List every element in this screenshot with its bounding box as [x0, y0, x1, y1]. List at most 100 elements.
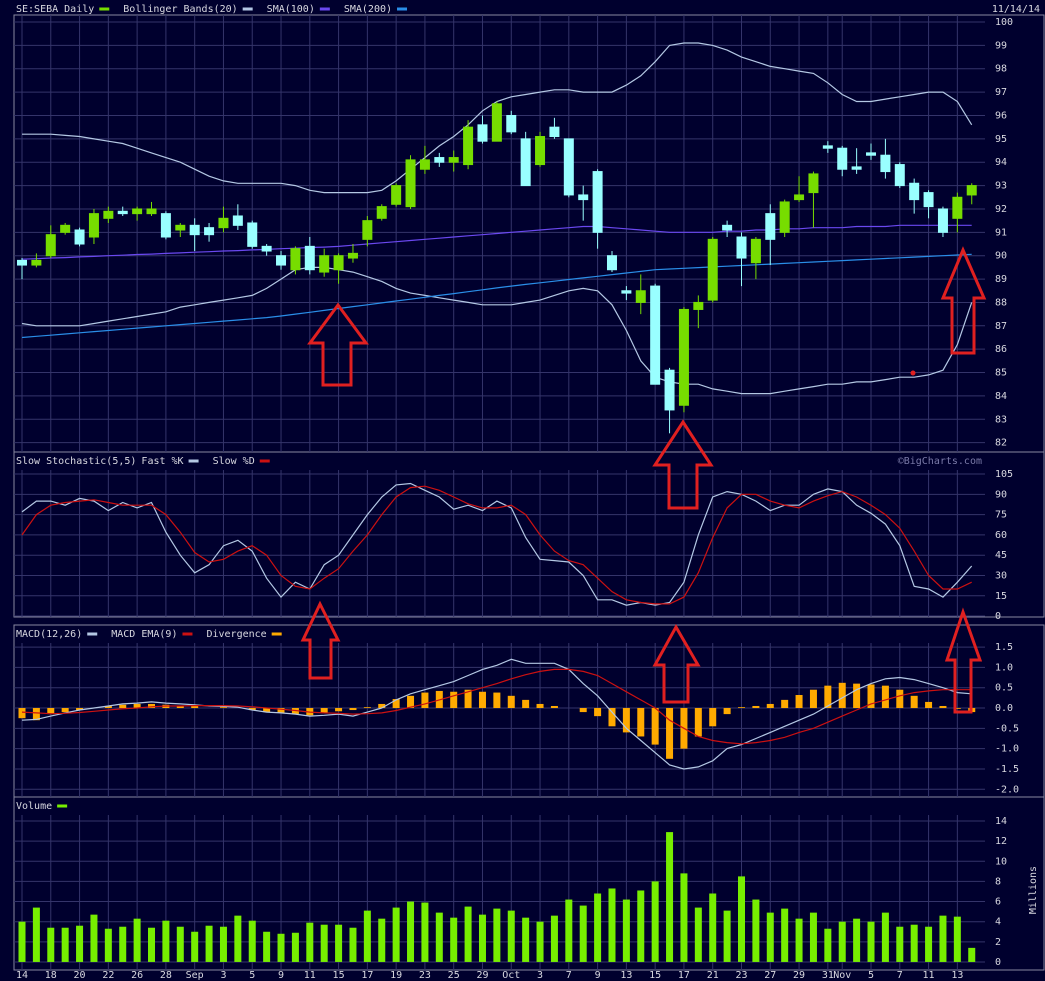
volume-bar [809, 912, 817, 962]
legend-swatch [259, 459, 270, 463]
divergence-bar [608, 708, 616, 727]
candle-body [520, 138, 531, 187]
candle-body [866, 152, 877, 156]
x-tick-label: 17 [678, 970, 690, 981]
candle-body [765, 213, 776, 240]
x-tick-label: 9 [595, 970, 601, 981]
candle-body [175, 224, 186, 231]
volume-bar [378, 918, 386, 962]
divergence-bar [133, 703, 141, 709]
volume-bar [709, 893, 717, 962]
candle-body [779, 201, 790, 233]
candle-body [592, 171, 603, 233]
candle-body [549, 126, 560, 138]
x-tick-label: 27 [764, 970, 776, 981]
divergence-bar [349, 708, 357, 711]
legend-swatch [57, 804, 68, 808]
candle-body [621, 290, 632, 294]
volume-bar [119, 926, 127, 962]
divergence-bar [263, 708, 271, 713]
series-line [21, 482, 973, 606]
candle-body [750, 238, 761, 264]
y-tick-label: 105 [995, 469, 1013, 480]
y-tick-label: 90 [995, 251, 1007, 262]
divergence-bar [421, 692, 429, 709]
x-tick-label: 28 [160, 970, 172, 981]
divergence-bar [651, 708, 659, 745]
candle-body [736, 236, 747, 259]
y-tick-label: -1.5 [995, 764, 1019, 775]
volume-bar [76, 925, 84, 962]
candle-body [477, 124, 488, 142]
y-tick-label: 86 [995, 344, 1007, 355]
y-tick-label: 92 [995, 204, 1007, 215]
volume-bar [853, 918, 861, 962]
divergence-bar [248, 708, 256, 711]
candle-body [578, 194, 589, 201]
divergence-bar [709, 708, 717, 727]
volume-bar [32, 907, 40, 962]
x-tick-label: 23 [419, 970, 431, 981]
divergence-bar [910, 695, 918, 709]
volume-bar [896, 926, 904, 962]
candle-body [204, 227, 215, 236]
x-tick-label: 13 [620, 970, 632, 981]
candle-body [491, 103, 502, 142]
volume-bar [795, 918, 803, 962]
divergence-bar [896, 689, 904, 709]
y-tick-label: 98 [995, 64, 1007, 75]
x-tick-label: 7 [566, 970, 572, 981]
volume-bar [18, 921, 26, 962]
candle-body [347, 252, 358, 259]
divergence-bar [853, 683, 861, 709]
candle-body [909, 182, 920, 201]
x-tick-label: 13 [951, 970, 963, 981]
volume-bar [824, 928, 832, 962]
arrow [300, 600, 341, 680]
y-tick-label: 12 [995, 836, 1007, 847]
divergence-bar [478, 691, 486, 709]
volume-bar [910, 924, 918, 962]
candle-body [103, 210, 114, 219]
candle-body [707, 238, 718, 301]
volume-bar [464, 906, 472, 962]
series-line [21, 668, 972, 745]
volume-bar [104, 928, 112, 962]
candle-body [376, 206, 387, 219]
volume-bar [47, 927, 55, 962]
divergence-bar [522, 699, 530, 709]
volume-bar [421, 902, 429, 962]
x-tick-label: 9 [278, 970, 284, 981]
x-tick-label: Oct [502, 970, 520, 981]
marker-dot [910, 370, 916, 376]
text-layer: 11/14/14 ©BigCharts.com Millions 14 18 20 2… [16, 4, 1040, 981]
candle-body [160, 213, 171, 238]
legend-label: SE:SEBA Daily [16, 4, 94, 15]
y-tick-label: 93 [995, 181, 1007, 192]
candle-body [937, 208, 948, 233]
overlay-line [21, 253, 972, 339]
candle-body [535, 136, 546, 166]
divergence-bar [925, 701, 933, 709]
volume-bar [162, 920, 170, 962]
candle-body [894, 164, 905, 187]
volume-bar [392, 907, 400, 962]
divergence-bar [738, 707, 745, 709]
y-tick-label: 91 [995, 227, 1007, 238]
x-tick-label: 19 [390, 970, 402, 981]
candle-body [146, 208, 157, 215]
divergence-bar [277, 708, 285, 713]
volume-bar [968, 947, 976, 962]
x-tick-label: 5 [249, 970, 255, 981]
volume-bar [219, 926, 227, 962]
y-tick-label: 95 [995, 134, 1007, 145]
y-axis-label: Millions [1028, 866, 1039, 914]
legend-label: SMA(200) [344, 4, 392, 15]
y-tick-label: -2.0 [995, 784, 1019, 795]
x-tick-label: 29 [793, 970, 805, 981]
y-tick-label: 15 [995, 591, 1007, 602]
volume-bar [191, 931, 199, 962]
legend-label: Bollinger Bands(20) [123, 4, 237, 15]
credit: ©BigCharts.com [898, 456, 982, 467]
y-tick-label: -1.0 [995, 744, 1019, 755]
